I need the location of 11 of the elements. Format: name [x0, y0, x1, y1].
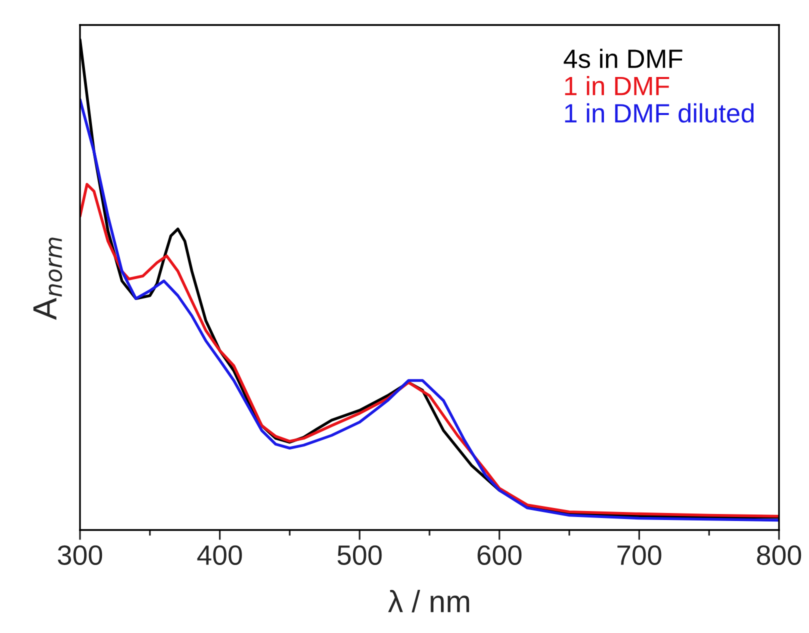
x-tick-label: 400 [197, 545, 242, 565]
y-axis-title: A$_{norm}$ [33, 238, 62, 320]
text: 1 in DMF [565, 76, 670, 96]
x-tick-label: 800 [757, 545, 802, 565]
x-tick-label: 600 [478, 545, 522, 565]
x-tick-label: 300 [58, 545, 102, 565]
x-tick-label: 700 [617, 545, 662, 565]
x-axis-title: λ / nm [388, 590, 470, 612]
x-tick-label: 500 [338, 545, 382, 565]
text: 4s in DMF [564, 48, 682, 68]
text: 1 in DMF diluted [565, 103, 754, 123]
